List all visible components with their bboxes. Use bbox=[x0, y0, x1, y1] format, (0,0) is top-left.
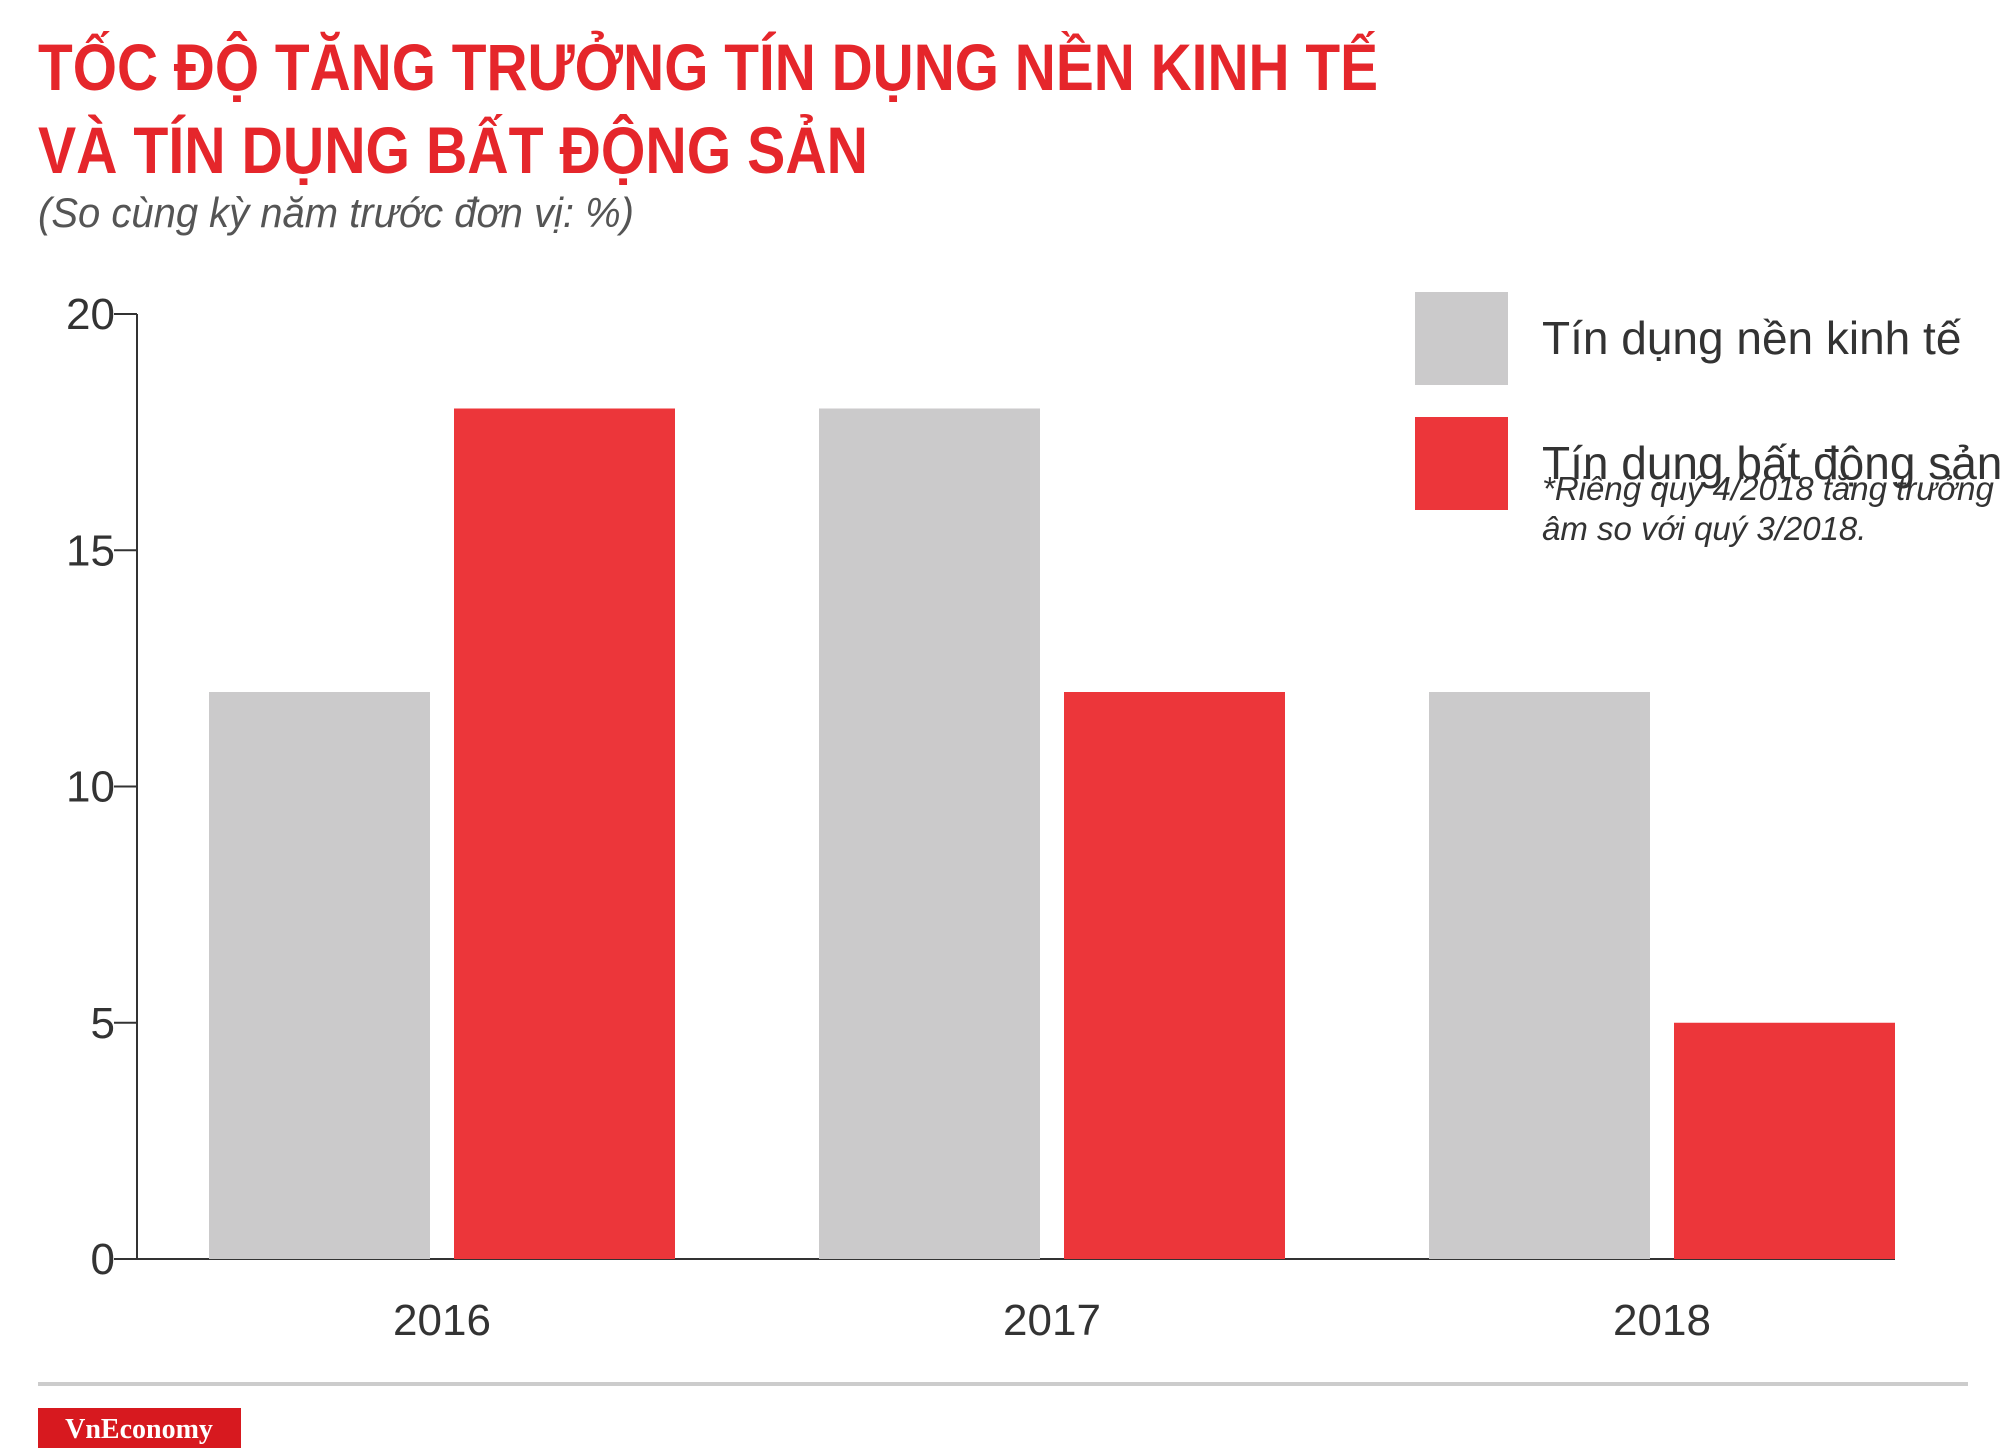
y-tick-label: 0 bbox=[91, 1235, 115, 1284]
y-tick-label: 15 bbox=[66, 526, 115, 575]
legend-label: Tín dụng nền kinh tế bbox=[1542, 312, 1961, 364]
chart-title: VÀ TÍN DỤNG BẤT ĐỘNG SẢN bbox=[38, 113, 868, 187]
y-tick-label: 20 bbox=[66, 290, 115, 339]
y-tick-label: 5 bbox=[91, 999, 115, 1048]
legend-label: Tín dụng bất động sản bbox=[1542, 437, 2000, 489]
bar bbox=[454, 408, 675, 1259]
x-tick-label: 2018 bbox=[1613, 1296, 1711, 1345]
bar bbox=[209, 692, 430, 1259]
logo: VnEconomy bbox=[65, 1414, 213, 1445]
bar bbox=[1674, 1022, 1895, 1259]
note: *Riêng quý 4/2018 tăng trưởng bbox=[1542, 470, 1994, 507]
x-tick-label: 2017 bbox=[1003, 1296, 1101, 1345]
chart-title: TỐC ĐỘ TĂNG TRƯỞNG TÍN DỤNG NỀN KINH TẾ bbox=[38, 30, 1378, 104]
bar bbox=[1429, 692, 1650, 1259]
legend-swatch bbox=[1415, 417, 1508, 510]
note: âm so với quý 3/2018. bbox=[1542, 510, 1866, 547]
logo-box bbox=[38, 1408, 241, 1448]
legend-swatch bbox=[1415, 292, 1508, 385]
chart-subtitle: (So cùng kỳ năm trước đơn vị: %) bbox=[38, 189, 634, 236]
y-tick-label: 10 bbox=[66, 763, 115, 812]
x-tick-label: 2016 bbox=[393, 1296, 491, 1345]
bar bbox=[819, 408, 1040, 1259]
bar bbox=[1064, 692, 1285, 1259]
